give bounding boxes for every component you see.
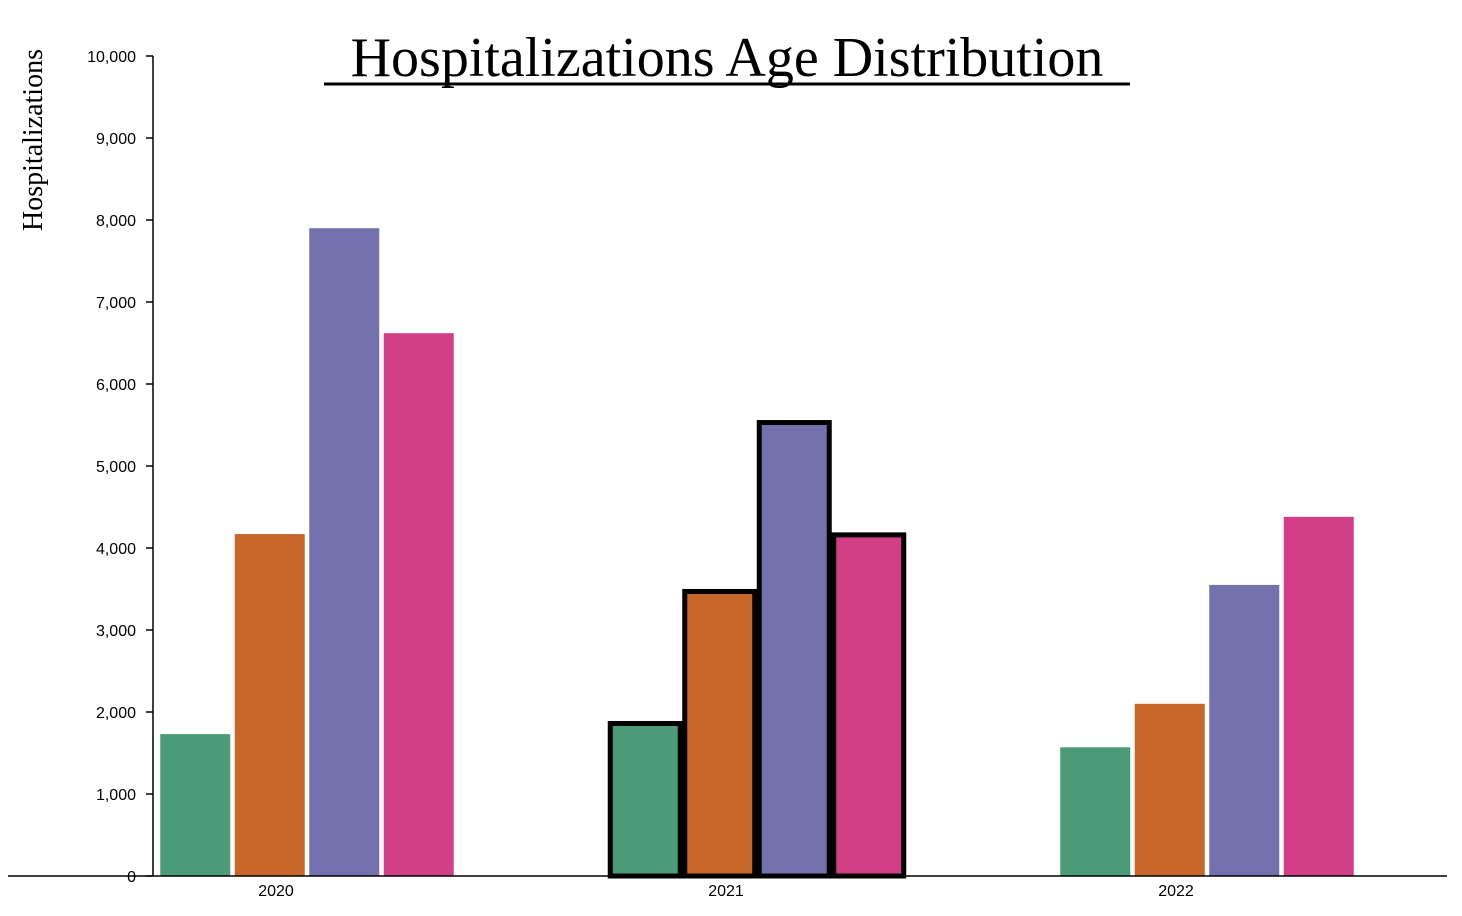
x-tick-label: 2020	[258, 883, 294, 900]
bar-2022-series-2[interactable]	[1134, 703, 1205, 876]
bar-2022-series-3[interactable]	[1209, 584, 1280, 876]
y-tick-label: 9,000	[96, 131, 136, 148]
bar-2021-series-2[interactable]	[682, 588, 758, 879]
bar-2022-series-1[interactable]	[1060, 747, 1131, 876]
bars-group	[160, 228, 1354, 879]
bar-2020-series-3[interactable]	[309, 228, 380, 876]
bar-2021-series-1[interactable]	[607, 720, 683, 879]
y-tick-label: 8,000	[96, 213, 136, 230]
y-tick-label: 5,000	[96, 459, 136, 476]
y-tick-label: 1,000	[96, 787, 136, 804]
y-tick-label: 0	[127, 869, 136, 886]
bar-2020-series-2[interactable]	[234, 534, 305, 876]
bar-2021-series-4[interactable]	[831, 532, 907, 879]
x-axis: 2020 2021 2022	[8, 875, 1447, 900]
x-tick-label: 2021	[708, 883, 744, 900]
y-tick-label: 2,000	[96, 705, 136, 722]
bar-2022-series-4[interactable]	[1283, 516, 1354, 876]
y-tick-label: 7,000	[96, 295, 136, 312]
y-tick-label: 6,000	[96, 377, 136, 394]
bar-2020-series-4[interactable]	[383, 333, 454, 876]
y-tick-label: 10,000	[87, 49, 136, 66]
bar-2020-series-1[interactable]	[160, 734, 231, 876]
y-tick-label: 3,000	[96, 623, 136, 640]
y-axis-label: Hospitalizations	[18, 49, 49, 231]
bar-2021-series-3[interactable]	[756, 420, 832, 879]
y-tick-label: 4,000	[96, 541, 136, 558]
y-axis: 0 1,000 2,000 3,000 4,000 5,000 6,000 7,000 8,00…	[87, 49, 154, 886]
chart-title: Hospitalizations Age Distribution	[351, 27, 1104, 89]
x-tick-label: 2022	[1158, 883, 1194, 900]
